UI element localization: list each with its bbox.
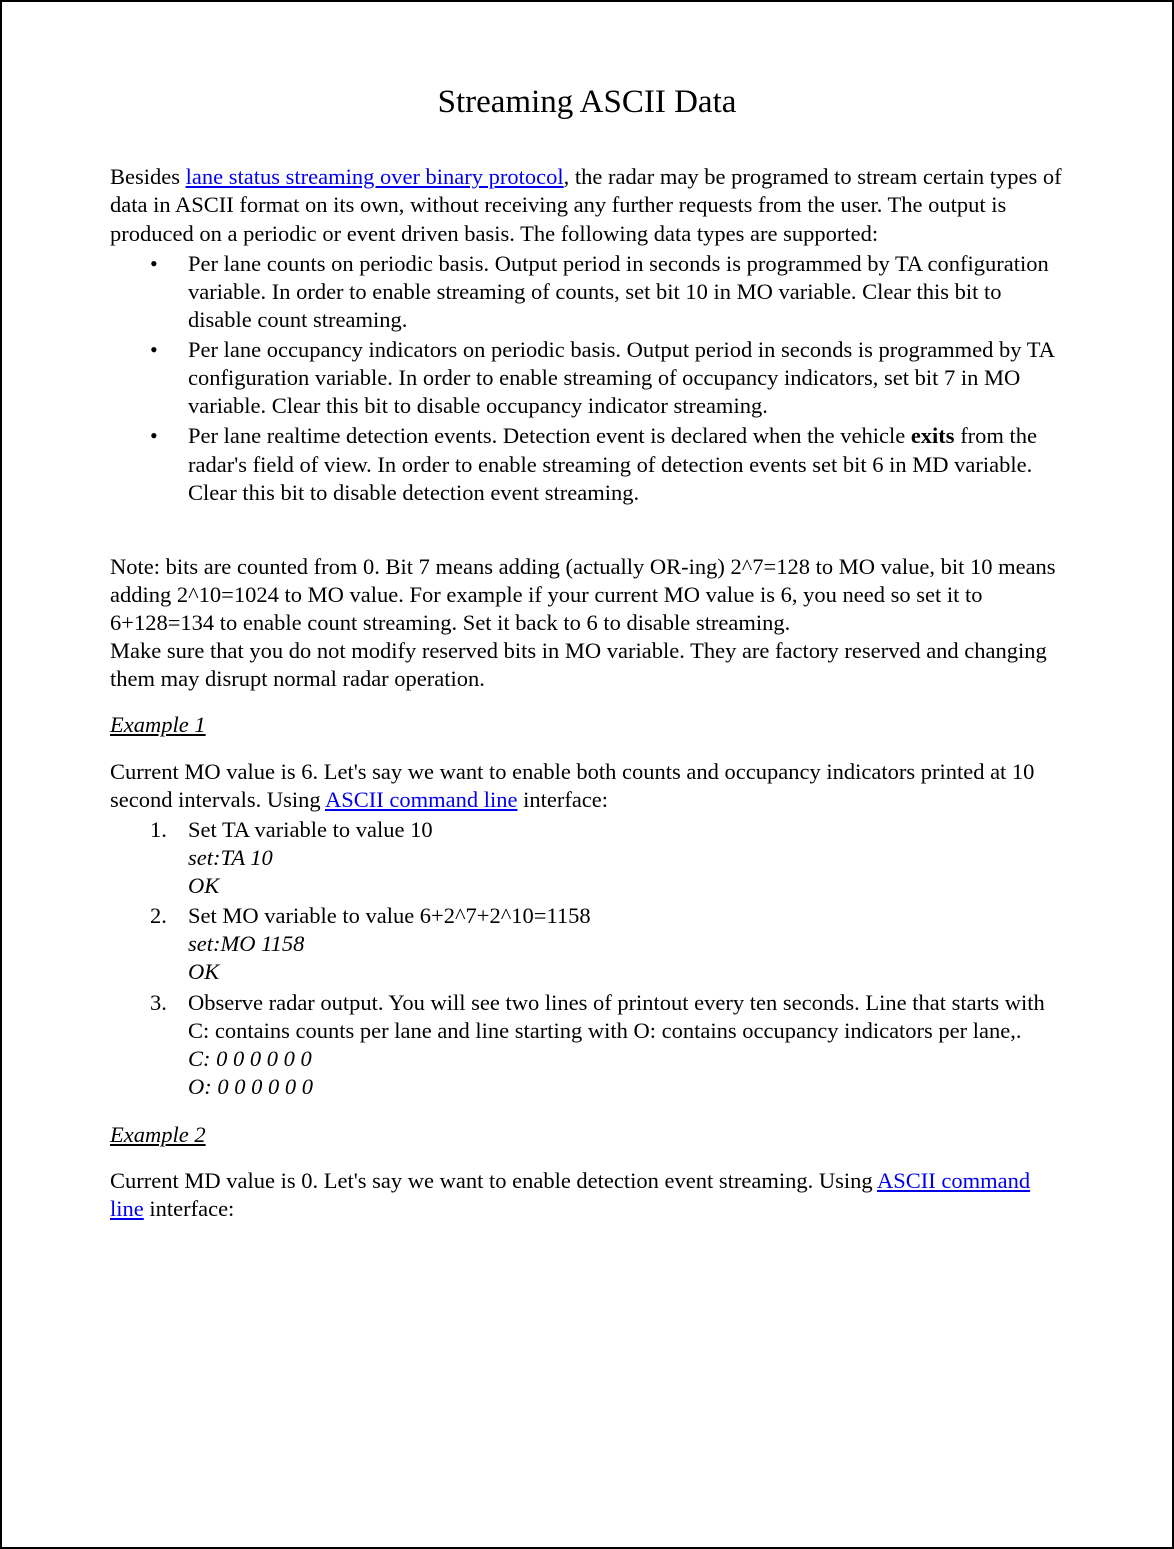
- step2-text: Set MO variable to value 6+2^7+2^10=1158: [188, 903, 591, 928]
- example-1-lead-b: interface:: [517, 787, 608, 812]
- example-1-lead: Current MO value is 6. Let's say we want…: [110, 758, 1064, 814]
- example-1-step-2: Set MO variable to value 6+2^7+2^10=1158…: [188, 902, 1064, 986]
- document-page: Streaming ASCII Data Besides lane status…: [0, 0, 1174, 1549]
- step3-text: Observe radar output. You will see two l…: [188, 990, 1045, 1043]
- step1-text: Set TA variable to value 10: [188, 817, 433, 842]
- example-2-lead: Current MD value is 0. Let's say we want…: [110, 1167, 1064, 1223]
- example-2-heading: Example 2: [110, 1121, 206, 1149]
- bullet-occupancy: Per lane occupancy indicators on periodi…: [188, 336, 1064, 420]
- example-1-step-1: Set TA variable to value 10 set:TA 10 OK: [188, 816, 1064, 900]
- step3-out1: C: 0 0 0 0 0 0: [188, 1046, 312, 1071]
- example-1-step-3: Observe radar output. You will see two l…: [188, 989, 1064, 1102]
- link-binary-protocol[interactable]: lane status streaming over binary protoc…: [186, 164, 564, 189]
- bullet-detection-bold: exits: [911, 423, 955, 448]
- page-title: Streaming ASCII Data: [110, 82, 1064, 123]
- step1-ok: OK: [188, 873, 219, 898]
- intro-text-before: Besides: [110, 164, 186, 189]
- bullet-detection: Per lane realtime detection events. Dete…: [188, 422, 1064, 506]
- bullet-counts: Per lane counts on periodic basis. Outpu…: [188, 250, 1064, 334]
- step2-ok: OK: [188, 959, 219, 984]
- link-ascii-cli-1[interactable]: ASCII command line: [325, 787, 517, 812]
- intro-paragraph: Besides lane status streaming over binar…: [110, 163, 1064, 247]
- step2-cmd: set:MO 1158: [188, 931, 304, 956]
- step1-cmd: set:TA 10: [188, 845, 273, 870]
- example-2-lead-a: Current MD value is 0. Let's say we want…: [110, 1168, 877, 1193]
- example-2-lead-b: interface:: [144, 1196, 235, 1221]
- feature-bullet-list: Per lane counts on periodic basis. Outpu…: [110, 250, 1064, 507]
- note-reserved: Make sure that you do not modify reserve…: [110, 637, 1064, 693]
- example-1-steps: Set TA variable to value 10 set:TA 10 OK…: [110, 816, 1064, 1101]
- example-1-heading: Example 1: [110, 711, 206, 739]
- bullet-detection-a: Per lane realtime detection events. Dete…: [188, 423, 911, 448]
- step3-out2: O: 0 0 0 0 0 0: [188, 1074, 313, 1099]
- note-bits: Note: bits are counted from 0. Bit 7 mea…: [110, 553, 1064, 637]
